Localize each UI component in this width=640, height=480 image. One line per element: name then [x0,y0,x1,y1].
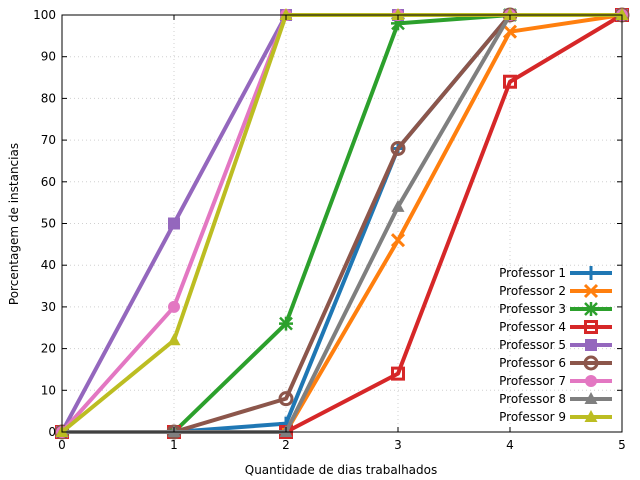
y-tick-label: 90 [41,50,56,64]
legend-marker [584,266,598,280]
data-point [167,333,181,346]
x-tick-label: 1 [170,438,178,452]
legend-entry: Professor 8 [499,392,612,406]
legend-label: Professor 7 [499,374,566,388]
legend-label: Professor 3 [499,302,566,316]
y-tick-label: 70 [41,133,56,147]
y-axis-label: Porcentagem de instancias [7,143,21,305]
legend-marker [584,302,598,316]
series-9 [55,8,629,437]
data-point [502,24,518,39]
data-point [168,217,180,230]
data-point [390,140,406,156]
data-point [391,366,405,381]
data-point [279,316,293,331]
legend-label: Professor 4 [499,320,566,334]
legend-label: Professor 6 [499,356,566,370]
y-tick-label: 60 [41,175,56,189]
legend-marker [585,339,597,351]
legend-entry: Professor 1 [499,266,612,280]
legend-entry: Professor 7 [499,374,612,388]
series-8 [55,8,629,437]
x-axis-label: Quantidade de dias trabalhados [245,463,438,477]
legend-entry: Professor 4 [499,320,612,334]
legend: Professor 1 Professor 2 Professor 3 Profess… [499,266,612,424]
y-tick-label: 40 [41,258,56,272]
legend-marker [585,375,597,387]
legend-entry: Professor 9 [499,410,612,424]
legend-marker [583,283,599,299]
data-point [503,8,517,20]
legend-entry: Professor 3 [499,302,612,316]
data-point [503,74,517,89]
data-point [391,8,405,20]
legend-label: Professor 2 [499,284,566,298]
legend-marker [583,355,599,371]
data-point [278,391,294,407]
legend-entry: Professor 2 [499,283,612,299]
y-tick-label: 100 [33,8,56,22]
y-tick-label: 80 [41,91,56,105]
legend-label: Professor 1 [499,266,566,280]
legend-marker [584,320,598,334]
legend-marker [584,410,598,422]
x-tick-label: 4 [506,438,514,452]
y-tick-label: 30 [41,300,56,314]
legend-label: Professor 8 [499,392,566,406]
data-point [391,199,405,212]
x-tick-label: 0 [58,438,66,452]
data-point [279,8,293,20]
data-point [391,16,405,31]
legend-label: Professor 9 [499,410,566,424]
data-point [615,8,629,20]
legend-marker [584,392,598,404]
y-tick-label: 20 [41,342,56,356]
data-point [390,233,406,248]
legend-label: Professor 5 [499,338,566,352]
y-tick-label: 50 [41,217,56,231]
grid [62,15,622,432]
x-tick-label: 5 [618,438,626,452]
y-tick-label: 10 [41,383,56,397]
x-tick-label: 2 [282,438,290,452]
y-tick-label: 0 [48,425,56,439]
legend-entry: Professor 5 [499,338,612,352]
legend-entry: Professor 6 [499,355,612,371]
x-tick-label: 3 [394,438,402,452]
data-point [168,300,180,313]
